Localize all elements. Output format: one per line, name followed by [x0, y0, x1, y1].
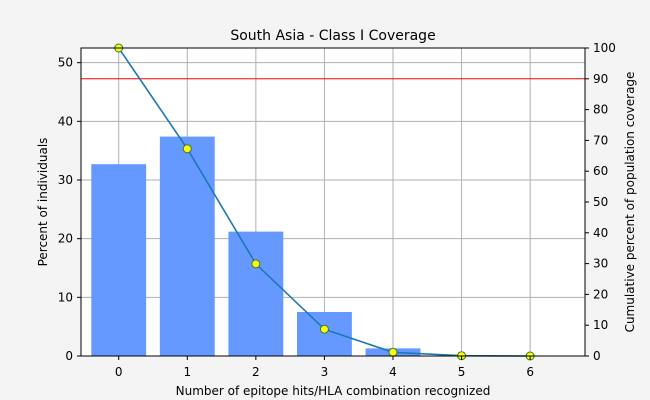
y2-tick-label: 90	[593, 72, 608, 86]
y2-tick-label: 50	[593, 195, 608, 209]
bar-series	[91, 136, 421, 356]
y-axis-ticks: 0 10 20 30 40 50	[58, 56, 81, 363]
y2-tick-label: 20	[593, 287, 608, 301]
y-tick-label: 10	[58, 290, 73, 304]
x-tick-label: 4	[389, 365, 397, 379]
y2-tick-label: 80	[593, 103, 608, 117]
x-tick-label: 6	[526, 365, 534, 379]
x-tick-label: 2	[252, 365, 260, 379]
line-point	[319, 324, 329, 334]
x-axis-label: Number of epitope hits/HLA combination r…	[176, 384, 491, 398]
x-axis-ticks: 0 1 2 3 4 5 6	[115, 356, 534, 379]
x-tick-label: 5	[458, 365, 466, 379]
bar	[159, 136, 215, 356]
y-tick-label: 30	[58, 173, 73, 187]
x-tick-label: 3	[321, 365, 329, 379]
y2-tick-label: 30	[593, 257, 608, 271]
y-tick-label: 50	[58, 56, 73, 70]
y2-tick-label: 10	[593, 318, 608, 332]
line-point	[182, 144, 192, 154]
y2-tick-label: 0	[593, 349, 601, 363]
y-tick-label: 40	[58, 114, 73, 128]
x-tick-label: 1	[183, 365, 191, 379]
chart-title: South Asia - Class I Coverage	[230, 28, 435, 44]
y2-tick-label: 100	[593, 41, 616, 55]
y-axis-label: Percent of individuals	[36, 138, 50, 267]
y2-tick-label: 40	[593, 226, 608, 240]
y2-axis-ticks: 0 10 20 30 40 50 60 70 80 90 100	[585, 41, 616, 363]
plot-area	[81, 48, 585, 356]
bar	[297, 312, 352, 356]
bar	[91, 164, 147, 356]
line-point	[251, 259, 261, 269]
y-tick-label: 0	[65, 349, 73, 363]
y2-tick-label: 70	[593, 133, 608, 147]
y2-axis-label: Cumulative percent of population coverag…	[623, 72, 637, 333]
y-tick-label: 20	[58, 232, 73, 246]
line-point	[388, 347, 398, 357]
y2-tick-label: 60	[593, 164, 608, 178]
bar	[228, 231, 284, 356]
x-tick-label: 0	[115, 365, 123, 379]
